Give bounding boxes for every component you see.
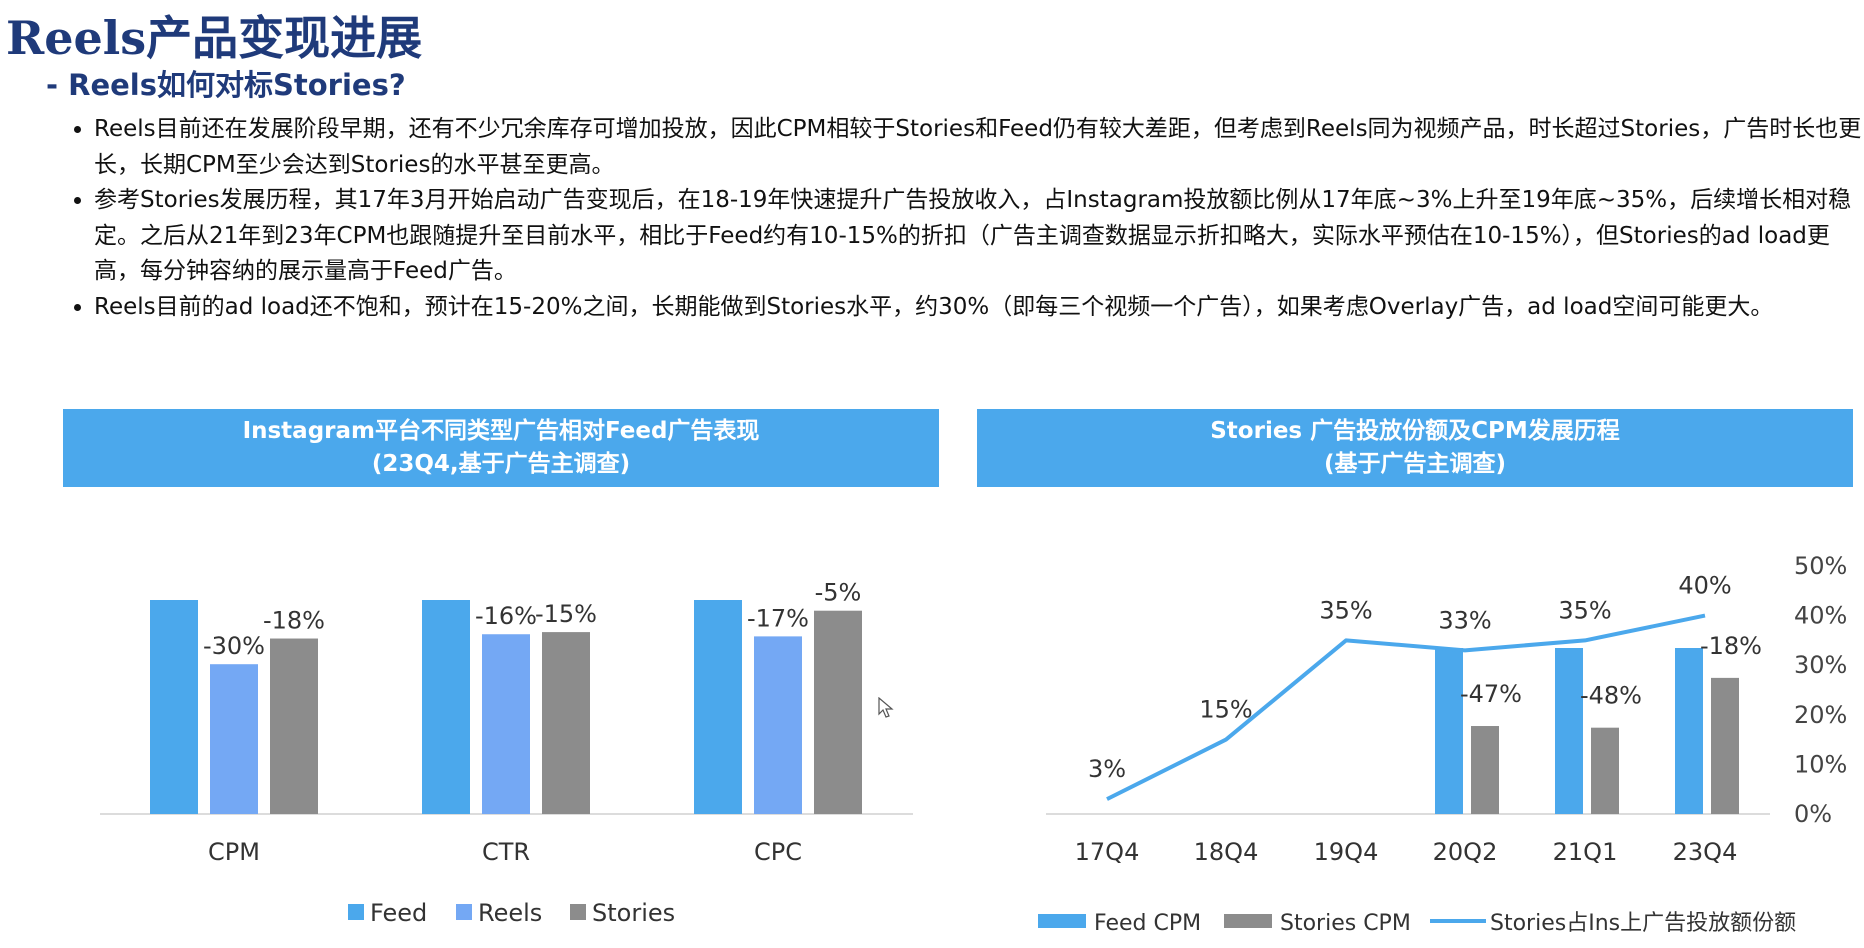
y2-tick-label: 20% [1794,701,1847,729]
right-chart-header: Stories 广告投放份额及CPM发展历程 (基于广告主调查) [977,409,1853,487]
line-data-label: 35% [1558,596,1611,624]
x-tick-label: CTR [482,838,530,866]
data-label: -18% [1700,632,1762,660]
data-label: -18% [263,607,325,635]
left-chart-subtitle: (23Q4,基于广告主调查) [371,451,631,477]
bar-feed [422,600,470,814]
line-stories-share [1106,613,1706,801]
line-data-label: 35% [1319,596,1372,624]
data-label: -16% [475,602,537,630]
bar-stories [814,610,862,814]
line-data-label: 40% [1678,572,1731,600]
bar-reels [482,634,530,814]
bullet-item: Reels目前的ad load还不饱和，预计在15-20%之间，长期能做到Sto… [94,290,1864,326]
legend-swatch-stories-cpm [1224,914,1272,928]
legend-swatch-feed-cpm [1038,914,1086,928]
y2-tick-label: 40% [1794,602,1847,630]
legend-label: Stories CPM [1280,911,1411,936]
bar-feed-cpm [1675,648,1703,814]
bullet-list: Reels目前还在发展阶段早期，还有不少冗余库存可增加投放，因此CPM相较于St… [60,112,1864,325]
bar-stories-cpm [1471,726,1499,814]
left-chart-title: Instagram平台不同类型广告相对Feed广告表现 [242,418,760,444]
legend-label: Stories [592,899,675,927]
right-chart-title: Stories 广告投放份额及CPM发展历程 [1210,418,1620,444]
y2-tick-label: 30% [1794,651,1847,679]
bar-feed [150,600,198,814]
x-tick-label: 21Q1 [1553,838,1618,866]
mouse-cursor-icon [878,697,894,718]
bar-stories-cpm [1591,727,1619,814]
data-label: -5% [815,579,862,607]
x-tick-label: 23Q4 [1673,838,1738,866]
bar-feed-cpm [1435,648,1463,814]
bar-reels [754,636,802,814]
line-data-label: 15% [1199,696,1252,724]
y2-tick-label: 10% [1794,750,1847,778]
data-label: -47% [1460,680,1522,708]
x-tick-label: 17Q4 [1075,838,1140,866]
x-tick-label: 19Q4 [1314,838,1379,866]
page-subtitle: - Reels如何对标Stories? [46,68,406,102]
legend-label: Reels [478,899,542,927]
right-chart-subtitle: (基于广告主调查) [1323,451,1507,477]
line-data-label: 33% [1438,606,1491,634]
legend-swatch-feed [348,904,364,920]
bullet-item: Reels目前还在发展阶段早期，还有不少冗余库存可增加投放，因此CPM相较于St… [94,112,1864,183]
line-data-label: 3% [1088,755,1126,783]
data-label: -17% [747,604,809,632]
legend-swatch-reels [456,904,472,920]
y2-tick-label: 0% [1794,800,1832,828]
page-title: Reels产品变现进展 [6,11,423,65]
bar-stories-cpm [1711,677,1739,814]
bullet-item: 参考Stories发展历程，其17年3月开始启动广告变现后，在18-19年快速提… [94,183,1864,290]
x-tick-label: 20Q2 [1433,838,1498,866]
data-label: -48% [1580,682,1642,710]
left-chart-header: Instagram平台不同类型广告相对Feed广告表现 (23Q4,基于广告主调… [63,409,939,487]
bar-stories [542,632,590,814]
data-label: -30% [203,632,265,660]
legend-label: Feed [370,899,427,927]
bar-feed [694,600,742,814]
bar-feed-cpm [1555,648,1583,814]
legend-swatch-stories [570,904,586,920]
legend-label: Feed CPM [1094,911,1201,936]
x-tick-label: 18Q4 [1194,838,1259,866]
x-tick-label: CPC [754,838,802,866]
x-tick-label: CPM [208,838,260,866]
bar-reels [210,664,258,814]
legend-label: Stories占Ins上广告投放额份额 [1490,911,1796,936]
bar-stories [270,638,318,814]
data-label: -15% [535,600,597,628]
y2-tick-label: 50% [1794,552,1847,580]
